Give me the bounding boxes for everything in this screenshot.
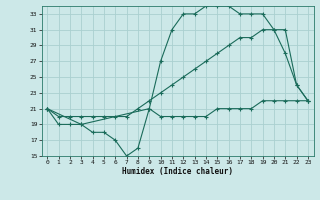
X-axis label: Humidex (Indice chaleur): Humidex (Indice chaleur)	[122, 167, 233, 176]
